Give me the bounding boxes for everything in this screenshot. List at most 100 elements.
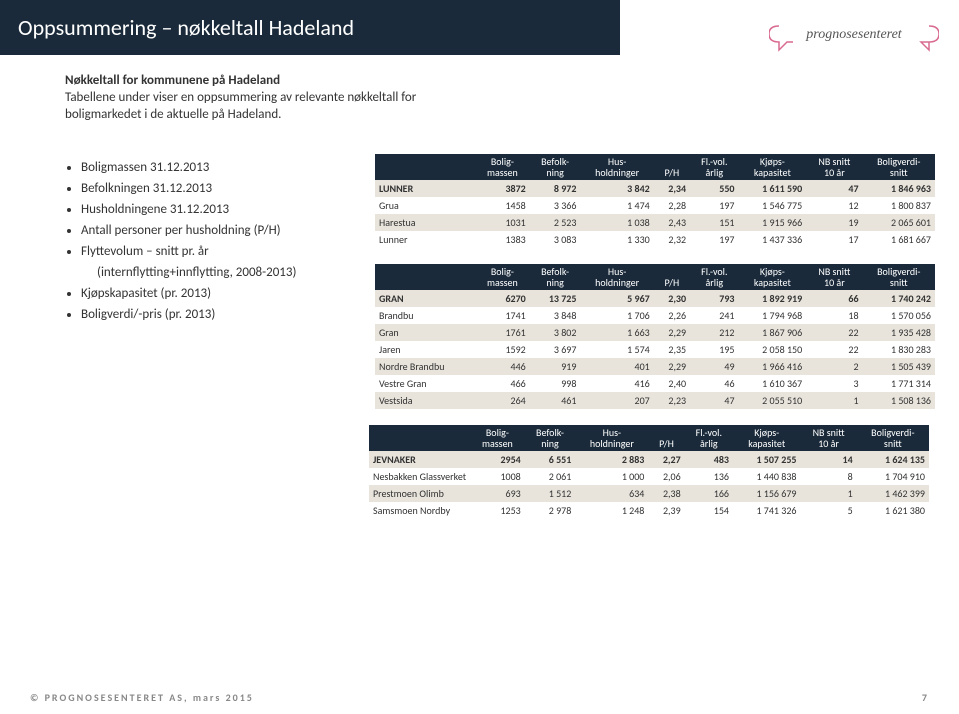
table-row: Samsmoen Nordby12532 9781 2482,391541 74…	[369, 502, 929, 519]
cell-value: 2 065 601	[863, 214, 935, 231]
table-row: Brandbu17413 8481 7062,262411 794 968181…	[375, 307, 935, 324]
cell-value: 1008	[470, 468, 525, 485]
th-kjops: Kjøps-kapasitet	[739, 264, 807, 290]
cell-name: JEVNAKER	[369, 451, 470, 468]
cell-value: 416	[580, 375, 653, 392]
bullet-item: Kjøpskapasitet (pr. 2013)	[81, 286, 345, 301]
cell-value: 1 330	[580, 231, 653, 248]
cell-value: 1 248	[575, 502, 648, 519]
cell-value: 212	[690, 324, 738, 341]
cell-value: 2 978	[525, 502, 576, 519]
th-bolig: Bolig-massen	[475, 264, 530, 290]
th-flvol: Fl.-vol.årlig	[690, 154, 738, 180]
table-row: Nesbakken Glassverket10082 0611 0002,061…	[369, 468, 929, 485]
bullet-item: Flyttevolum – snitt pr. år	[81, 244, 345, 259]
cell-value: 3	[806, 375, 862, 392]
cell-value: 919	[530, 358, 581, 375]
cell-value: 693	[470, 485, 525, 502]
cell-value: 1 440 838	[733, 468, 801, 485]
cell-value: 47	[690, 392, 738, 409]
cell-value: 8	[800, 468, 856, 485]
table-gran: Bolig-massenBefolk-ningHus-holdningerP/H…	[375, 264, 935, 409]
cell-value: 1 570 056	[863, 307, 935, 324]
th-ph: P/H	[648, 425, 684, 451]
cell-value: 264	[475, 392, 530, 409]
cell-value: 466	[475, 375, 530, 392]
cell-value: 197	[690, 231, 738, 248]
cell-value: 241	[690, 307, 738, 324]
cell-value: 197	[690, 197, 738, 214]
cell-value: 1 505 439	[863, 358, 935, 375]
th-boligverdi: Boligverdi-snitt	[863, 154, 935, 180]
cell-value: 1 507 255	[733, 451, 801, 468]
bullet-subitem: (internflytting+innflytting, 2008-2013)	[97, 265, 345, 280]
page-header: Oppsummering – nøkkeltall Hadeland	[0, 0, 620, 55]
th-befolk: Befolk-ning	[530, 264, 581, 290]
cell-name: Vestre Gran	[375, 375, 475, 392]
cell-value: 550	[690, 180, 738, 197]
bullet-item: Boligverdi/-pris (pr. 2013)	[81, 307, 345, 322]
cell-name: Jaren	[375, 341, 475, 358]
table-row: GRAN627013 7255 9672,307931 892 919661 7…	[375, 290, 935, 307]
cell-value: 461	[530, 392, 581, 409]
th-kjops: Kjøps-kapasitet	[739, 154, 807, 180]
cell-value: 1 474	[580, 197, 653, 214]
table-row: Jaren15923 6971 5742,351952 058 150221 8…	[375, 341, 935, 358]
cell-value: 1 512	[525, 485, 576, 502]
cell-value: 2,38	[648, 485, 684, 502]
cell-value: 2	[806, 358, 862, 375]
bullet-item: Antall personer per husholdning (P/H)	[81, 223, 345, 238]
cell-value: 998	[530, 375, 581, 392]
th-hush: Hus-holdninger	[580, 264, 653, 290]
cell-value: 483	[685, 451, 733, 468]
table-lunner: Bolig-massenBefolk-ningHus-holdningerP/H…	[375, 154, 935, 248]
cell-value: 19	[806, 214, 862, 231]
cell-value: 1 462 399	[857, 485, 929, 502]
cell-value: 1 741 326	[733, 502, 801, 519]
th-boligverdi: Boligverdi-snitt	[863, 264, 935, 290]
cell-value: 3 083	[530, 231, 581, 248]
cell-value: 1741	[475, 307, 530, 324]
cell-value: 1383	[475, 231, 530, 248]
cell-value: 2,27	[648, 451, 684, 468]
cell-value: 1 966 416	[739, 358, 807, 375]
th-ph: P/H	[654, 264, 690, 290]
cell-value: 18	[806, 307, 862, 324]
cell-value: 1 546 775	[739, 197, 807, 214]
cell-value: 2,43	[654, 214, 690, 231]
cell-value: 5 967	[580, 290, 653, 307]
cell-value: 1031	[475, 214, 530, 231]
cell-value: 1592	[475, 341, 530, 358]
cell-value: 1 663	[580, 324, 653, 341]
cell-value: 1 771 314	[863, 375, 935, 392]
page-number: 7	[922, 691, 929, 704]
cell-value: 154	[685, 502, 733, 519]
table-row: JEVNAKER29546 5512 8832,274831 507 25514…	[369, 451, 929, 468]
cell-value: 66	[806, 290, 862, 307]
table-row: Harestua10312 5231 0382,431511 915 96619…	[375, 214, 935, 231]
footer: © PROGNOSESENTERET AS, mars 2015 7	[30, 691, 929, 704]
cell-name: Nesbakken Glassverket	[369, 468, 470, 485]
cell-value: 5	[800, 502, 856, 519]
cell-value: 1 610 367	[739, 375, 807, 392]
cell-value: 446	[475, 358, 530, 375]
table-row: Gran17613 8021 6632,292121 867 906221 93…	[375, 324, 935, 341]
cell-value: 22	[806, 341, 862, 358]
cell-name: Brandbu	[375, 307, 475, 324]
cell-name: LUNNER	[375, 180, 475, 197]
cell-value: 13 725	[530, 290, 581, 307]
cell-value: 1761	[475, 324, 530, 341]
table-row: Grua14583 3661 4742,281971 546 775121 80…	[375, 197, 935, 214]
bullet-item: Husholdningene 31.12.2013	[81, 202, 345, 217]
bullet-item: Befolkningen 31.12.2013	[81, 181, 345, 196]
table-row: Nordre Brandbu4469194012,29491 966 41621…	[375, 358, 935, 375]
cell-value: 12	[806, 197, 862, 214]
cell-value: 3 848	[530, 307, 581, 324]
cell-value: 1458	[475, 197, 530, 214]
cell-value: 2,29	[654, 358, 690, 375]
cell-value: 2,23	[654, 392, 690, 409]
cell-value: 1 935 428	[863, 324, 935, 341]
cell-value: 2 523	[530, 214, 581, 231]
th-bolig: Bolig-massen	[475, 154, 530, 180]
th-befolk: Befolk-ning	[530, 154, 581, 180]
